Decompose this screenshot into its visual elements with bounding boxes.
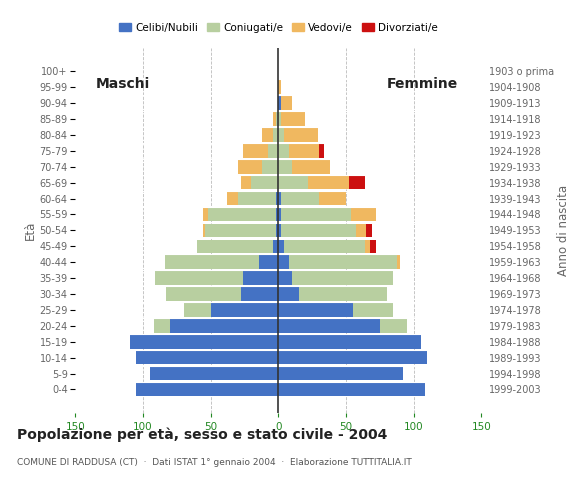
Bar [351, 208, 376, 221]
Bar [238, 192, 276, 205]
Legend: Celibi/Nubili, Coniugati/e, Vedovi/e, Divorziati/e: Celibi/Nubili, Coniugati/e, Vedovi/e, Di… [115, 19, 442, 37]
Bar [278, 112, 281, 126]
Bar [278, 303, 353, 317]
Bar [278, 144, 289, 157]
Bar [278, 160, 292, 174]
Bar [202, 208, 208, 221]
Bar [197, 240, 273, 253]
Bar [319, 192, 346, 205]
Bar [284, 240, 365, 253]
Bar [278, 287, 299, 301]
Text: COMUNE DI RADDUSA (CT)  ·  Dati ISTAT 1° gennaio 2004  ·  Elaborazione TUTTITALI: COMUNE DI RADDUSA (CT) · Dati ISTAT 1° g… [17, 457, 412, 467]
Bar [150, 367, 278, 380]
Bar [211, 303, 278, 317]
Bar [278, 335, 420, 348]
Bar [365, 240, 371, 253]
Bar [278, 192, 281, 205]
Bar [155, 271, 243, 285]
Bar [278, 271, 292, 285]
Bar [278, 351, 427, 364]
Bar [278, 255, 289, 269]
Bar [136, 383, 278, 396]
Bar [165, 255, 259, 269]
Bar [259, 255, 278, 269]
Bar [380, 319, 407, 333]
Bar [243, 271, 278, 285]
Bar [319, 144, 324, 157]
Bar [276, 112, 278, 126]
Bar [273, 240, 278, 253]
Bar [227, 192, 238, 205]
Bar [308, 176, 349, 190]
Bar [299, 287, 387, 301]
Bar [202, 224, 205, 237]
Bar [281, 96, 292, 110]
Bar [278, 383, 425, 396]
Bar [136, 351, 278, 364]
Text: Femmine: Femmine [387, 77, 458, 91]
Bar [243, 144, 267, 157]
Bar [281, 224, 356, 237]
Bar [276, 192, 278, 205]
Bar [278, 240, 284, 253]
Bar [154, 319, 170, 333]
Bar [276, 208, 278, 221]
Bar [241, 287, 278, 301]
Bar [205, 224, 276, 237]
Bar [278, 96, 281, 110]
Bar [281, 192, 319, 205]
Bar [367, 224, 372, 237]
Bar [356, 224, 367, 237]
Bar [278, 224, 281, 237]
Text: Maschi: Maschi [96, 77, 150, 91]
Bar [262, 160, 278, 174]
Bar [289, 255, 397, 269]
Bar [208, 208, 276, 221]
Bar [278, 176, 308, 190]
Bar [276, 224, 278, 237]
Bar [129, 335, 278, 348]
Bar [278, 367, 403, 380]
Bar [371, 240, 376, 253]
Bar [251, 176, 278, 190]
Text: Popolazione per età, sesso e stato civile - 2004: Popolazione per età, sesso e stato civil… [17, 428, 388, 442]
Y-axis label: Età: Età [24, 221, 37, 240]
Bar [273, 112, 276, 126]
Bar [278, 128, 284, 142]
Bar [241, 176, 251, 190]
Bar [273, 128, 278, 142]
Bar [349, 176, 365, 190]
Bar [262, 128, 273, 142]
Bar [292, 160, 330, 174]
Bar [292, 271, 393, 285]
Bar [278, 319, 380, 333]
Bar [281, 112, 306, 126]
Bar [353, 303, 393, 317]
Bar [397, 255, 400, 269]
Bar [289, 144, 319, 157]
Bar [278, 81, 281, 94]
Bar [238, 160, 262, 174]
Y-axis label: Anno di nascita: Anno di nascita [557, 185, 570, 276]
Bar [170, 319, 278, 333]
Bar [184, 303, 211, 317]
Bar [284, 128, 318, 142]
Bar [267, 144, 278, 157]
Bar [278, 208, 281, 221]
Bar [166, 287, 241, 301]
Bar [281, 208, 351, 221]
